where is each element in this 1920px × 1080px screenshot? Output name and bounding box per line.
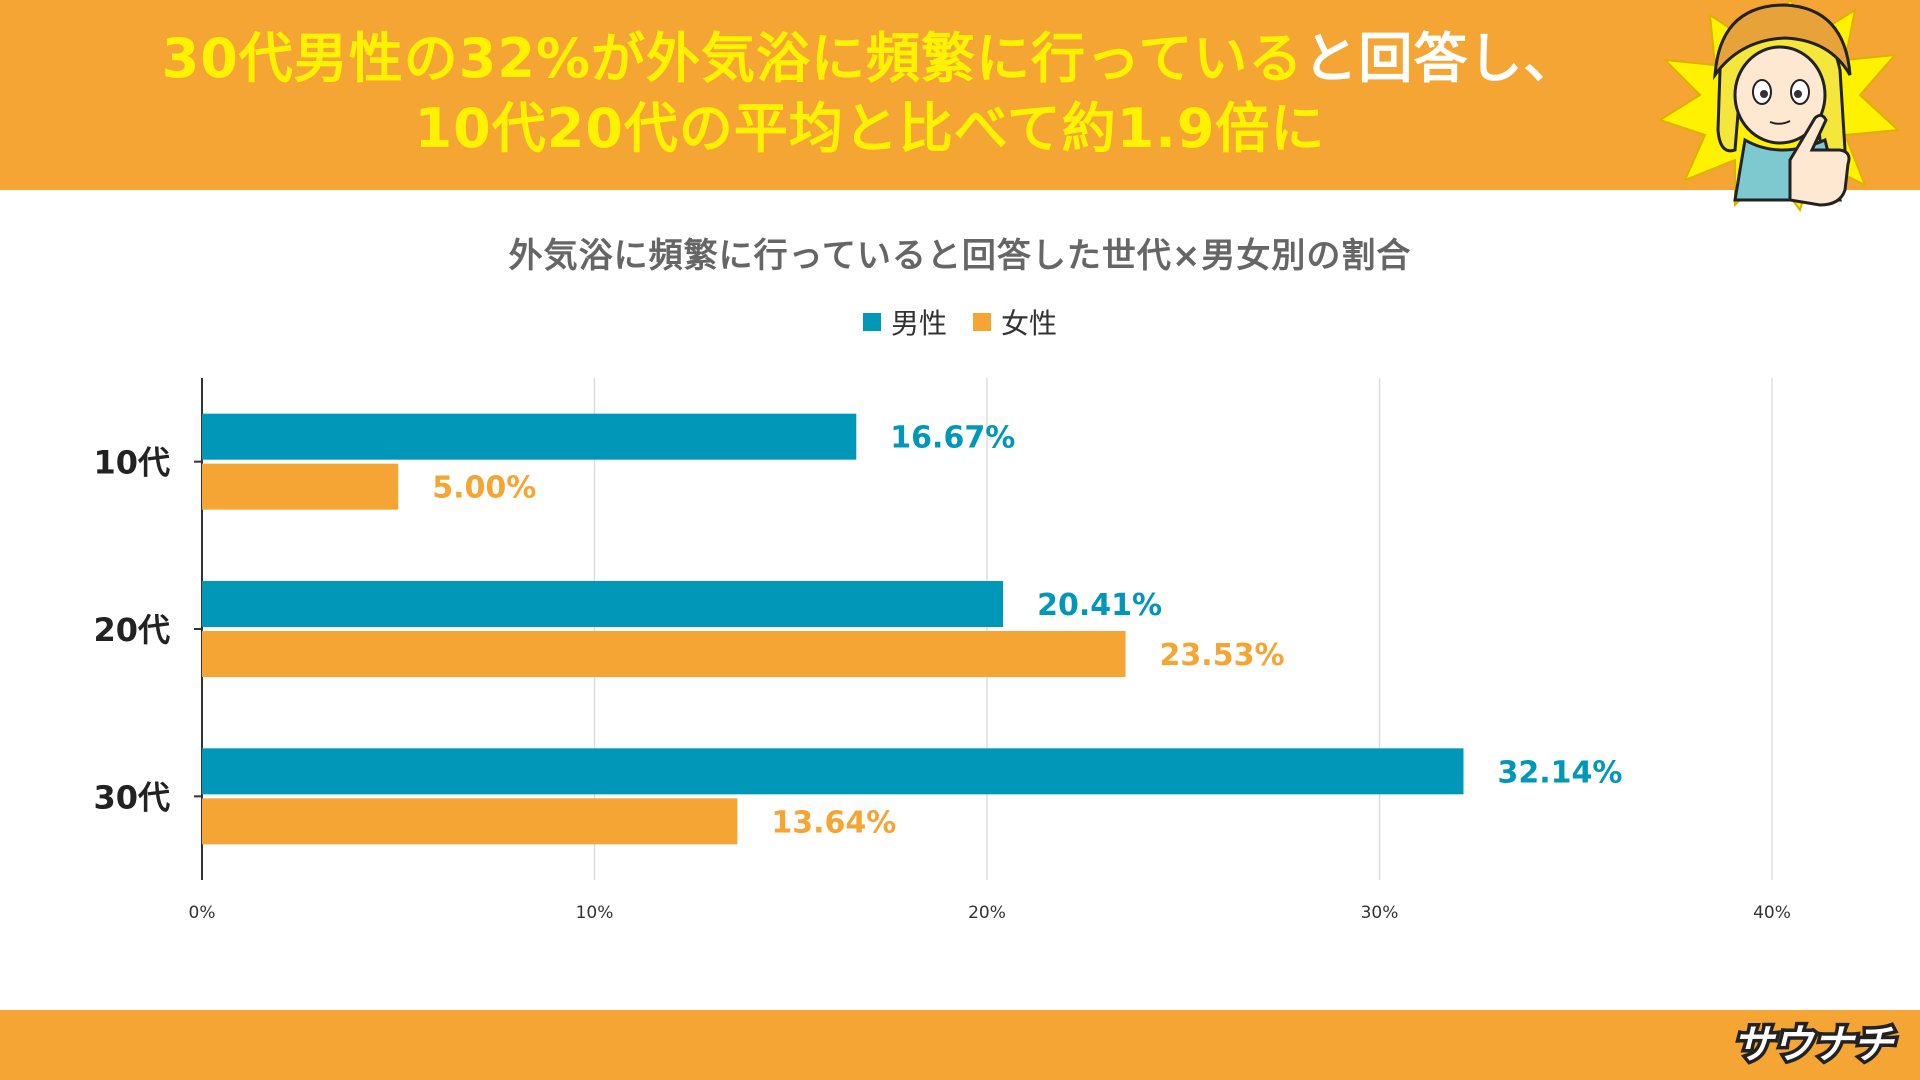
chart-title: 外気浴に頻繁に行っていると回答した世代×男女別の割合: [508, 236, 1412, 276]
category-label: 30代: [93, 778, 170, 816]
legend-item-male: 男性: [862, 302, 947, 342]
legend-swatch-male: [862, 313, 881, 331]
legend-label-female: 女性: [1001, 307, 1058, 340]
x-tick-label: 30%: [1361, 903, 1399, 923]
headline-line-1: 30代男性の32%が外気浴に頻繁に行っていると回答し、: [80, 24, 1660, 94]
bar: [202, 748, 1464, 795]
footer-bar: [0, 1010, 1920, 1080]
bar: [202, 798, 738, 845]
x-tick-label: 0%: [189, 903, 216, 923]
chart-legend: 男性 女性: [0, 302, 1920, 342]
bar-chart: 0% 10% 20% 30% 40% 10代 16.67% 5.00% 20代 20.41% 23.…: [93, 378, 1791, 923]
headline-line-2: 10代20代の平均と比べて約1.9倍に: [414, 97, 1326, 160]
mascot-hood: [1713, 3, 1852, 81]
data-label: 32.14%: [1497, 755, 1622, 790]
header-banner: [0, 0, 1920, 190]
x-tick-label: 10%: [576, 903, 614, 923]
x-tick-label: 40%: [1753, 903, 1791, 923]
bar: [202, 463, 399, 510]
data-label: 16.67%: [890, 421, 1015, 456]
data-label: 13.64%: [771, 805, 896, 840]
category-label: 20代: [93, 611, 170, 649]
legend-item-female: 女性: [973, 302, 1057, 342]
x-tick-label: 20%: [968, 903, 1006, 923]
logo-text: サウナチ: [1733, 1022, 1895, 1068]
pointing-girl-mascot-icon: [1657, 0, 1900, 213]
mascot-face: [1733, 45, 1827, 145]
headline-highlight: 30代男性の32%が外気浴に頻繁に行っている: [161, 27, 1304, 90]
data-label: 20.41%: [1037, 588, 1162, 623]
mascot-hand: [1788, 113, 1851, 207]
headline-rest: と回答し、: [1303, 27, 1579, 90]
category-label: 10代: [93, 444, 170, 482]
bar: [202, 581, 1004, 627]
legend-swatch-female: [973, 313, 991, 331]
sauna-logo: サウナチ: [1730, 1019, 1899, 1072]
legend-label-male: 男性: [890, 307, 947, 340]
bar: [202, 631, 1126, 677]
bar: [202, 413, 857, 460]
headline: 30代男性の32%が外気浴に頻繁に行っていると回答し、 10代20代の平均と比べ…: [80, 24, 1660, 164]
data-label: 23.53%: [1160, 638, 1285, 673]
data-label: 5.00%: [432, 471, 536, 506]
